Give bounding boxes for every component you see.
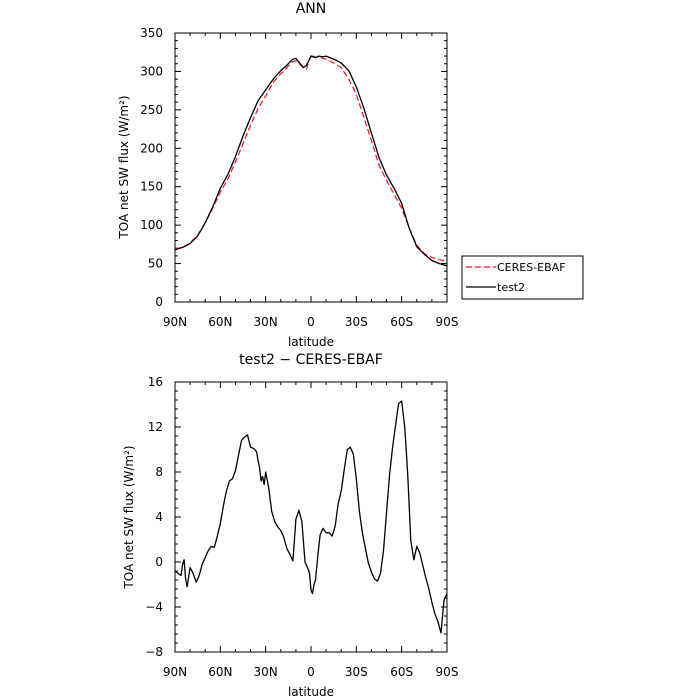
y-tick-label: 16 [148, 375, 163, 389]
legend-label-test2: test2 [497, 281, 525, 294]
bottom-series-lines [174, 400, 448, 634]
x-tick-label: 30S [345, 315, 368, 329]
y-tick-label: 100 [140, 218, 163, 232]
top-x-axis-label: latitude [288, 335, 334, 349]
y-tick-label: 0 [155, 295, 163, 309]
bottom-chart-title: test2 − CERES-EBAF [239, 352, 383, 368]
x-tick-label: 0 [307, 315, 315, 329]
x-tick-label: 90S [436, 665, 459, 679]
x-tick-label: 60S [390, 315, 413, 329]
y-tick-label: 4 [155, 510, 163, 524]
x-tick-label: 0 [307, 665, 315, 679]
ceres-ebaf-line [174, 53, 448, 262]
bottom-tick-marks [174, 381, 448, 653]
bottom-x-axis-label: latitude [288, 685, 334, 699]
bottom-y-tick-labels: −8 −4 0 4 8 12 16 [145, 375, 163, 659]
bottom-panel: test2 − CERES-EBAF −8 −4 0 4 8 12 16 90N 60N 30N… [122, 352, 458, 699]
y-tick-label: 300 [140, 64, 163, 78]
x-tick-label: 90N [163, 665, 187, 679]
y-tick-label: 50 [148, 257, 163, 271]
y-tick-label: −8 [145, 645, 163, 659]
legend-box [461, 255, 584, 300]
top-chart-title: ANN [296, 1, 327, 17]
legend: CERES-EBAF test2 [461, 255, 584, 300]
y-tick-label: 8 [155, 465, 163, 479]
x-tick-label: 60N [208, 665, 232, 679]
x-tick-label: 60S [390, 665, 413, 679]
y-tick-label: 250 [140, 103, 163, 117]
top-plot-frame [174, 32, 448, 303]
bottom-y-axis-label: TOA net SW flux (W/m²) [122, 445, 136, 589]
bottom-difference-line [174, 400, 448, 634]
top-series-lines [174, 53, 448, 267]
legend-label-ceres-ebaf: CERES-EBAF [497, 261, 566, 274]
bottom-plot-frame [174, 381, 448, 653]
bottom-x-tick-labels: 90N 60N 30N 0 30S 60S 90S [163, 665, 459, 679]
y-tick-label: 150 [140, 180, 163, 194]
top-panel: ANN 0 50 100 150 200 250 300 350 90N 60N 30N 0 30S 6… [117, 1, 458, 349]
y-tick-label: 200 [140, 141, 163, 155]
y-tick-label: −4 [145, 600, 163, 614]
x-tick-label: 30S [345, 665, 368, 679]
y-tick-label: 0 [155, 555, 163, 569]
y-tick-label: 12 [148, 420, 163, 434]
test2-line [174, 55, 448, 267]
x-tick-label: 60N [208, 315, 232, 329]
top-tick-marks [174, 32, 448, 303]
x-tick-label: 90S [436, 315, 459, 329]
top-y-axis-label: TOA net SW flux (W/m²) [117, 95, 131, 239]
top-x-tick-labels: 90N 60N 30N 0 30S 60S 90S [163, 315, 459, 329]
x-tick-label: 90N [163, 315, 187, 329]
x-tick-label: 30N [254, 665, 278, 679]
y-tick-label: 350 [140, 26, 163, 40]
x-tick-label: 30N [254, 315, 278, 329]
top-y-tick-labels: 0 50 100 150 200 250 300 350 [140, 26, 163, 309]
